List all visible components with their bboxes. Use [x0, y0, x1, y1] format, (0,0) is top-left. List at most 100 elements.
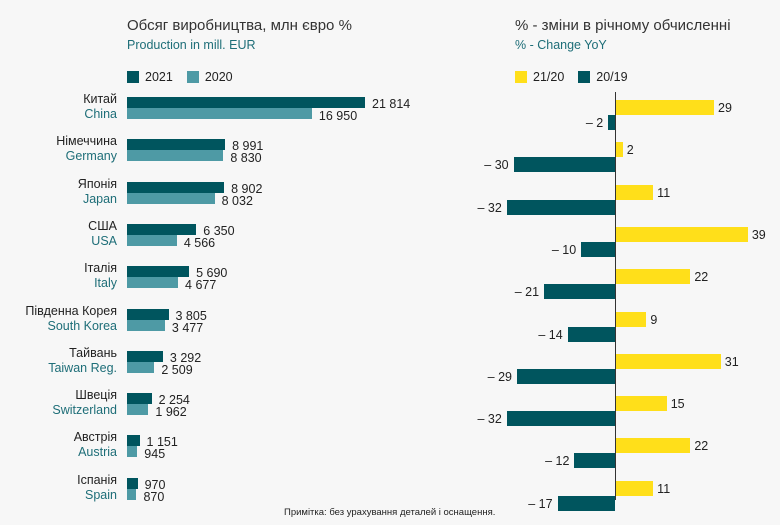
bar-21-20-italy [616, 269, 691, 285]
bar-2020-south-korea [127, 319, 165, 331]
category-label-japan: Japan [82, 191, 117, 206]
bar-2021-italy [127, 266, 190, 278]
category-label-ua-spain: Іспанія [77, 472, 117, 487]
value-label-21-20-south-korea: 9 [650, 312, 658, 327]
value-label-21-20-taiwan-reg: 31 [724, 354, 739, 369]
category-label-italy: Italy [94, 276, 117, 291]
left-chart-title: Обсяг виробництва, млн євро % [127, 17, 352, 34]
zero-axis-line [615, 92, 616, 500]
bar-2020-germany [127, 150, 224, 162]
bar-2020-spain [127, 488, 137, 500]
legend-label-20-19: 20/19 [596, 70, 628, 84]
value-label-20-19-germany: – 30 [484, 158, 509, 173]
category-label-usa: USA [91, 233, 117, 248]
bar-2021-japan [127, 181, 225, 193]
value-label-2021-italy: 5 690 [196, 266, 228, 281]
category-label-ua-china: Китай [83, 92, 117, 106]
value-label-20-19-taiwan-reg: – 29 [487, 369, 512, 384]
value-label-21-20-usa: 39 [751, 227, 766, 242]
right-chart-title: % - зміни в річному обчисленні [515, 17, 731, 34]
bar-21-20-china [616, 100, 715, 115]
bar-2020-taiwan-reg [127, 361, 155, 373]
legend-item-2021: 2021 [127, 70, 173, 84]
category-label-ua-germany: Німеччина [56, 134, 117, 149]
value-label-2020-south-korea: 3 477 [171, 320, 204, 335]
bar-2020-china [127, 108, 312, 119]
value-label-20-19-italy: – 21 [514, 285, 540, 300]
bar-2021-south-korea [127, 308, 169, 320]
category-label-south-korea: South Korea [47, 318, 118, 333]
bar-2020-italy [127, 277, 179, 289]
bar-20-19-germany [513, 157, 615, 173]
value-label-21-20-japan: 11 [657, 185, 671, 200]
legend-item-20-19: 20/19 [578, 70, 628, 84]
bar-2020-switzerland [127, 404, 149, 416]
bar-2021-switzerland [127, 393, 152, 405]
legend-swatch-20-19 [578, 71, 591, 83]
category-label-ua-switzerland: Швеція [75, 388, 117, 403]
bar-2021-germany [127, 139, 226, 151]
value-label-2021-spain: 970 [144, 477, 166, 492]
legend-item-2020: 2020 [186, 70, 233, 84]
value-label-2021-japan: 8 902 [231, 181, 263, 196]
bar-20-19-south-korea [567, 326, 615, 342]
bar-21-20-spain [616, 480, 654, 496]
value-label-20-19-japan: – 32 [477, 200, 502, 215]
bar-20-19-usa [581, 241, 615, 257]
value-label-21-20-switzerland: 15 [670, 397, 685, 412]
right-chart-subtitle: % - Change YoY [515, 38, 607, 52]
value-label-20-19-spain: – 17 [528, 496, 553, 511]
bar-21-20-south-korea [616, 311, 647, 327]
value-label-2021-south-korea: 3 805 [175, 308, 207, 323]
value-label-2020-japan: 8 032 [221, 193, 253, 208]
bar-2021-china [127, 97, 365, 108]
value-label-2020-taiwan-reg: 2 509 [161, 362, 193, 377]
bar-20-19-switzerland [506, 411, 615, 427]
category-label-taiwan-reg: Taiwan Reg. [48, 360, 117, 375]
bar-20-19-italy [544, 284, 615, 300]
value-label-21-20-germany: 2 [626, 143, 634, 158]
bar-21-20-germany [616, 142, 623, 158]
legend-label-2021: 2021 [145, 70, 173, 84]
bar-2021-spain [127, 477, 138, 489]
category-label-spain: Spain [85, 487, 117, 502]
value-label-2020-switzerland: 1 962 [155, 405, 187, 420]
value-label-20-19-austria: – 12 [545, 454, 570, 469]
bar-21-20-austria [616, 438, 691, 454]
left-legend: 2021 2020 [127, 70, 247, 84]
bar-20-19-taiwan-reg [516, 368, 615, 384]
right-legend: 21/20 20/19 [515, 70, 642, 84]
bar-2020-japan [127, 192, 215, 204]
legend-label-2020: 2020 [204, 70, 233, 84]
bar-2020-usa [127, 234, 177, 246]
bar-21-20-usa [616, 226, 748, 242]
category-label-ua-japan: Японія [77, 176, 117, 191]
value-label-21-20-italy: 22 [694, 270, 709, 285]
value-label-20-19-switzerland: – 32 [477, 412, 502, 427]
category-label-china: China [84, 107, 117, 121]
category-label-switzerland: Switzerland [52, 403, 117, 418]
bar-20-19-spain [557, 495, 615, 511]
value-label-20-19-south-korea: – 14 [538, 327, 563, 342]
bar-21-20-taiwan-reg [616, 353, 721, 369]
bar-2021-usa [127, 223, 197, 235]
category-label-ua-usa: США [88, 218, 117, 233]
bar-21-20-switzerland [616, 396, 667, 412]
value-label-2021-usa: 6 350 [203, 223, 235, 238]
legend-swatch-2020 [186, 71, 199, 83]
value-label-2020-austria: 945 [144, 447, 166, 462]
value-label-2021-taiwan-reg: 3 292 [169, 350, 202, 365]
bar-2020-austria [127, 446, 138, 458]
bar-20-19-japan [506, 199, 615, 215]
category-label-ua-taiwan-reg: Тайвань [69, 345, 117, 360]
category-label-ua-italy: Італія [84, 261, 117, 276]
value-label-20-19-usa: – 10 [551, 242, 577, 257]
value-label-2020-spain: 870 [143, 489, 165, 504]
bar-20-19-china [608, 115, 615, 130]
value-label-2020-usa: 4 566 [183, 235, 216, 250]
bar-2021-taiwan-reg [127, 350, 163, 362]
bar-20-19-austria [574, 453, 615, 469]
value-label-2021-switzerland: 2 254 [158, 393, 190, 408]
value-label-2020-germany: 8 830 [230, 151, 262, 166]
value-label-2020-china: 16 950 [318, 109, 358, 123]
